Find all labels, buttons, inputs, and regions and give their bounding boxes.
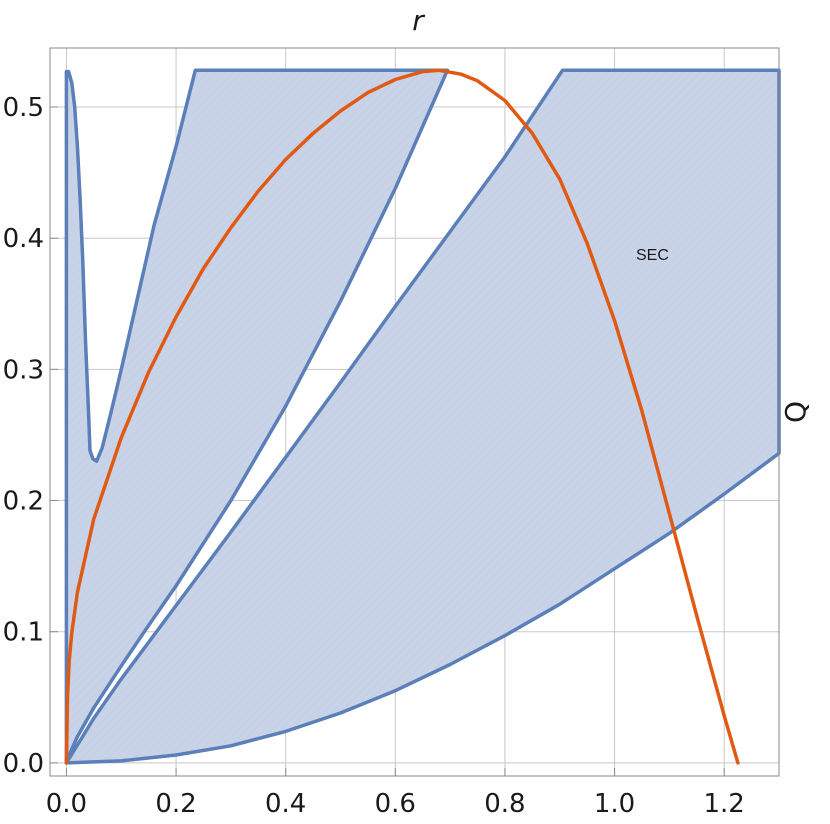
region-left	[64, 68, 450, 765]
regions	[64, 68, 781, 765]
y-tick-label-3: 0.3	[3, 355, 44, 385]
x-axis-title: r	[412, 4, 425, 37]
x-tick-label-0: 0.0	[46, 789, 87, 819]
series-line-0	[64, 68, 740, 765]
y-tick-label-2: 0.2	[3, 487, 44, 517]
annotation-sec: SEC	[636, 247, 669, 264]
y-tick-label-0: 0.0	[3, 749, 44, 779]
x-tick-label-2: 0.4	[265, 789, 306, 819]
x-tick-label-5: 1.0	[594, 789, 635, 819]
plot-frame	[49, 47, 780, 777]
x-tick-label-3: 0.6	[375, 789, 416, 819]
y-tick-label-4: 0.4	[3, 224, 44, 254]
x-tick-label-6: 1.2	[704, 789, 745, 819]
x-tick-label-4: 0.8	[484, 789, 525, 819]
ticks: 0.0 0.2 0.4 0.6 0.8 1.0 1.2 0.0 0.1 0.2 0.3 0.4 0.5	[3, 93, 745, 819]
y-tick-label-1: 0.1	[3, 618, 44, 648]
y-tick-label-5: 0.5	[3, 93, 44, 123]
y-axis-title: Q	[779, 401, 812, 423]
curves	[64, 68, 740, 765]
region-right	[64, 68, 781, 765]
x-tick-label-1: 0.2	[155, 789, 196, 819]
